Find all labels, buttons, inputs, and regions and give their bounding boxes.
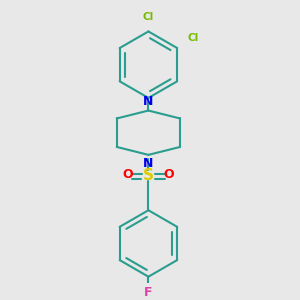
Text: Cl: Cl bbox=[143, 12, 154, 22]
Text: S: S bbox=[143, 168, 154, 183]
Text: N: N bbox=[143, 95, 154, 108]
Text: F: F bbox=[144, 286, 153, 299]
Text: N: N bbox=[143, 158, 154, 170]
Text: O: O bbox=[164, 168, 174, 181]
Text: Cl: Cl bbox=[187, 32, 199, 43]
Text: O: O bbox=[122, 168, 133, 181]
